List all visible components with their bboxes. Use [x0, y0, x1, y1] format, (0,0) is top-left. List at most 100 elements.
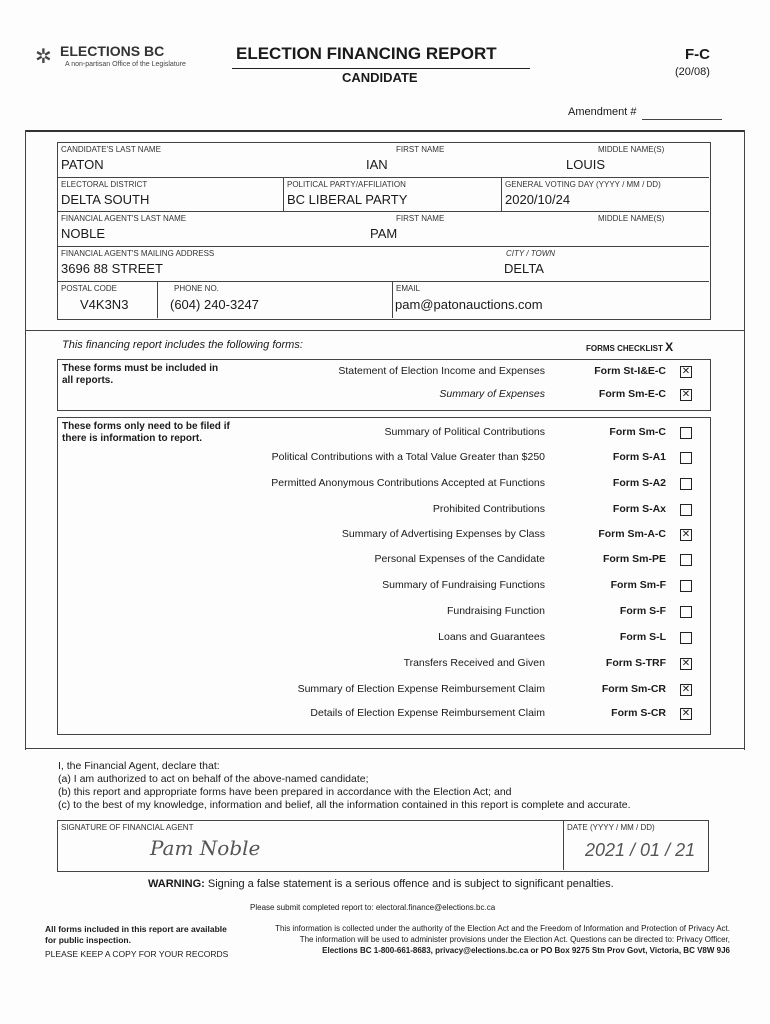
form-code: Form Sm-A-C	[598, 528, 666, 540]
form-description: Summary of Political Contributions	[384, 426, 545, 438]
form-code: Form S-CR	[611, 707, 666, 719]
checked-checkbox[interactable]: ✕	[680, 684, 692, 696]
email-label: EMAIL	[396, 284, 421, 293]
agent-first-name-label: FIRST NAME	[396, 214, 445, 223]
privacy-line-3: Elections BC 1-800-661-8683, privacy@ele…	[322, 946, 730, 955]
form-code: Form S-F	[619, 605, 666, 617]
form-description: Permitted Anonymous Contributions Accept…	[271, 477, 545, 489]
date-label: DATE (YYYY / MM / DD)	[567, 823, 655, 832]
form-description: Statement of Election Income and Expense…	[338, 365, 545, 377]
form-code: Form St-I&E-C	[594, 365, 666, 377]
form-code: Form Sm-E-C	[598, 388, 666, 400]
declaration-a: (a) I am authorized to act on behalf of …	[58, 773, 369, 785]
warning-text: Signing a false statement is a serious o…	[207, 878, 614, 890]
form-description: Prohibited Contributions	[432, 503, 545, 515]
keep-copy-note: PLEASE KEEP A COPY FOR YOUR RECORDS	[45, 949, 229, 959]
unchecked-checkbox[interactable]	[680, 554, 692, 566]
unchecked-checkbox[interactable]	[680, 632, 692, 644]
form-code: Form Sm-CR	[601, 683, 666, 695]
page-subtitle: CANDIDATE	[342, 70, 418, 85]
unchecked-checkbox[interactable]	[680, 504, 692, 516]
city-field[interactable]: DELTA	[504, 261, 544, 276]
form-code: Form S-A1	[612, 451, 666, 463]
privacy-notice: This information is collected under the …	[248, 923, 730, 956]
signature-field[interactable]: Pam Noble	[150, 836, 261, 860]
logo-text: ELECTIONS BC	[60, 43, 165, 59]
candidate-middle-name-label: MIDDLE NAME(S)	[598, 145, 665, 154]
group1-note: These forms must be included in all repo…	[62, 363, 219, 386]
form-description: Details of Election Expense Reimbursemen…	[310, 707, 545, 719]
declaration-intro: I, the Financial Agent, declare that:	[58, 760, 220, 772]
postal-code-label: POSTAL CODE	[61, 284, 118, 293]
voting-day-field[interactable]: 2020/10/24	[505, 192, 571, 207]
form-code: Form Sm-F	[610, 579, 666, 591]
form-code: Form Sm-PE	[602, 553, 666, 565]
elections-bc-logo-icon: ✲	[35, 46, 52, 68]
address-field[interactable]: 3696 88 STREET	[61, 261, 163, 276]
form-description: Summary of Election Expense Reimbursemen…	[297, 683, 545, 695]
group2-note: These forms only need to be filed if the…	[62, 421, 230, 444]
warning-label: WARNING:	[148, 878, 205, 890]
form-code: F-C	[685, 46, 710, 63]
agent-middle-name-label: MIDDLE NAME(S)	[598, 214, 665, 223]
electoral-district-field[interactable]: DELTA SOUTH	[61, 192, 150, 207]
form-description: Transfers Received and Given	[403, 657, 545, 669]
form-description: Summary of Advertising Expenses by Class	[341, 528, 545, 540]
agent-last-name-label: FINANCIAL AGENT'S LAST NAME	[61, 214, 187, 223]
voting-day-label: GENERAL VOTING DAY (YYYY / MM / DD)	[505, 180, 661, 189]
form-description: Fundraising Function	[446, 605, 545, 617]
warning: WARNING: Signing a false statement is a …	[148, 878, 614, 890]
form-description: Summary of Expenses	[439, 388, 545, 400]
email-field[interactable]: pam@patonauctions.com	[395, 297, 543, 312]
amendment-field[interactable]	[642, 119, 722, 120]
address-label: FINANCIAL AGENT'S MAILING ADDRESS	[61, 249, 215, 258]
checked-checkbox[interactable]: ✕	[680, 658, 692, 670]
signature-label: SIGNATURE OF FINANCIAL AGENT	[61, 823, 194, 832]
checklist-label: FORMS CHECKLIST X	[586, 340, 673, 354]
public-inspection-note: All forms included in this report are av…	[45, 924, 227, 945]
amendment-label: Amendment #	[568, 106, 637, 118]
form-code: Form Sm-C	[609, 426, 666, 438]
unchecked-checkbox[interactable]	[680, 478, 692, 490]
checked-checkbox[interactable]: ✕	[680, 708, 692, 720]
unchecked-checkbox[interactable]	[680, 580, 692, 592]
form-code: Form S-L	[619, 631, 666, 643]
checklist-intro: This financing report includes the follo…	[62, 339, 303, 351]
checklist-mark: X	[665, 340, 674, 354]
candidate-last-name-field[interactable]: PATON	[61, 157, 104, 172]
postal-code-field[interactable]: V4K3N3	[80, 297, 129, 312]
date-field[interactable]: 2021 / 01 / 21	[585, 840, 696, 860]
party-label: POLITICAL PARTY/AFFILIATION	[287, 180, 406, 189]
candidate-first-name-field[interactable]: IAN	[366, 157, 388, 172]
candidate-last-name-label: CANDIDATE'S LAST NAME	[61, 145, 161, 154]
declaration-b: (b) this report and appropriate forms ha…	[58, 786, 512, 798]
form-description: Summary of Fundraising Functions	[382, 579, 545, 591]
agent-first-name-field[interactable]: PAM	[370, 226, 398, 241]
logo-tagline: A non-partisan Office of the Legislature	[65, 61, 186, 68]
unchecked-checkbox[interactable]	[680, 452, 692, 464]
candidate-first-name-label: FIRST NAME	[396, 145, 445, 154]
form-code: Form S-TRF	[605, 657, 666, 669]
party-field[interactable]: BC LIBERAL PARTY	[287, 192, 408, 207]
unchecked-checkbox[interactable]	[680, 606, 692, 618]
form-description: Personal Expenses of the Candidate	[374, 553, 545, 565]
candidate-middle-name-field[interactable]: LOUIS	[566, 157, 606, 172]
phone-field[interactable]: (604) 240-3247	[170, 297, 259, 312]
phone-label: PHONE NO.	[174, 284, 219, 293]
checked-checkbox[interactable]: ✕	[680, 389, 692, 401]
page-title: ELECTION FINANCING REPORT	[236, 44, 497, 63]
electoral-district-label: ELECTORAL DISTRICT	[61, 180, 148, 189]
form-description: Loans and Guarantees	[438, 631, 545, 643]
privacy-line-1: This information is collected under the …	[275, 924, 730, 933]
form-version: (20/08)	[675, 66, 710, 78]
checklist-label-text: FORMS CHECKLIST	[586, 344, 663, 353]
agent-last-name-field[interactable]: NOBLE	[61, 226, 106, 241]
checked-checkbox[interactable]: ✕	[680, 366, 692, 378]
privacy-line-2: The information will be used to administ…	[299, 935, 730, 944]
unchecked-checkbox[interactable]	[680, 427, 692, 439]
checked-checkbox[interactable]: ✕	[680, 529, 692, 541]
city-label: CITY / TOWN	[506, 249, 556, 258]
submit-note: Please submit completed report to: elect…	[250, 903, 496, 912]
declaration-c: (c) to the best of my knowledge, informa…	[58, 799, 631, 811]
